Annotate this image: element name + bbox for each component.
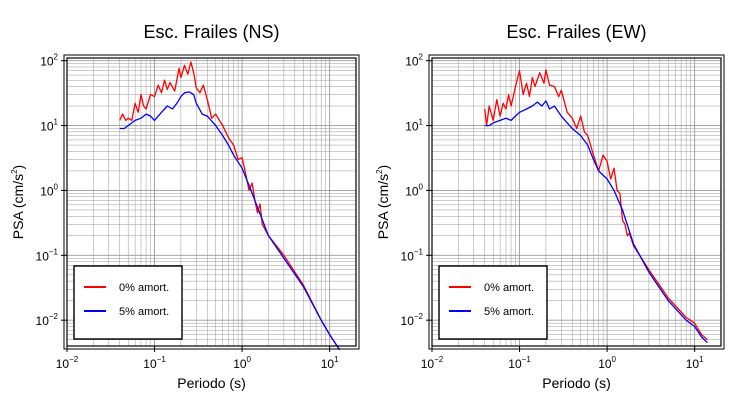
- x-axis-label: Periodo (s): [177, 375, 245, 391]
- x-tick-base: 10: [321, 357, 335, 371]
- x-tick-base: 10: [508, 357, 522, 371]
- legend-box: [438, 265, 548, 340]
- x-tick-label: 10−2: [421, 355, 444, 371]
- x-tick-exp: 0: [612, 355, 617, 364]
- y-tick-exp: 2: [419, 53, 424, 62]
- y-tick-base: 10: [405, 55, 419, 69]
- x-tick-base: 10: [56, 357, 70, 371]
- y-tick-base: 10: [405, 184, 419, 198]
- y-tick-base: 10: [401, 314, 415, 328]
- chart-title: Esc. Frailes (NS): [143, 22, 279, 42]
- series-line-1: [119, 91, 341, 351]
- legend-label-1: 5% amort.: [484, 306, 534, 318]
- legend-label-0: 0% amort.: [484, 282, 534, 294]
- plot-frame: [431, 57, 722, 347]
- y-label-end: ): [375, 165, 391, 170]
- plot-frame: [66, 57, 357, 347]
- x-tick-label: 100: [233, 355, 251, 371]
- x-tick-base: 10: [143, 357, 157, 371]
- y-tick-exp: 1: [419, 118, 424, 127]
- y-label-base: PSA (cm/s: [375, 174, 391, 239]
- chart-title: Esc. Frailes (EW): [506, 22, 646, 42]
- legend: 0% amort. 5% amort.: [438, 265, 548, 340]
- x-tick-label: 101: [686, 355, 704, 371]
- y-tick-label: 102: [405, 53, 423, 69]
- x-tick-exp: 1: [699, 355, 704, 364]
- plot-frame-outer: [428, 54, 725, 350]
- y-tick-label: 10−1: [401, 247, 424, 263]
- x-tick-base: 10: [598, 357, 612, 371]
- x-tick-exp: 1: [334, 355, 339, 364]
- series-line-0: [119, 61, 341, 351]
- y-tick-base: 10: [40, 120, 54, 134]
- y-label-sup: 2: [10, 169, 19, 174]
- x-tick-label: 100: [598, 355, 616, 371]
- y-tick-exp: −2: [414, 312, 424, 321]
- y-tick-exp: −2: [49, 312, 59, 321]
- plot-frame-outer: [63, 54, 360, 350]
- y-tick-base: 10: [405, 120, 419, 134]
- x-tick-exp: −1: [157, 355, 167, 364]
- x-tick-exp: −2: [69, 355, 79, 364]
- y-tick-base: 10: [401, 249, 415, 263]
- y-tick-label: 102: [40, 53, 58, 69]
- legend-label-0: 0% amort.: [119, 282, 169, 294]
- x-tick-base: 10: [421, 357, 435, 371]
- y-tick-exp: 1: [54, 118, 59, 127]
- legend: 0% amort. 5% amort.: [73, 265, 183, 340]
- series-line-1: [484, 100, 708, 344]
- y-tick-label: 10−2: [36, 312, 59, 328]
- x-tick-label: 101: [321, 355, 339, 371]
- y-tick-label: 100: [40, 182, 58, 198]
- x-tick-exp: −2: [434, 355, 444, 364]
- y-tick-base: 10: [40, 184, 54, 198]
- x-tick-label: 10−2: [56, 355, 79, 371]
- x-tick-label: 10−1: [143, 355, 166, 371]
- y-tick-label: 101: [40, 118, 58, 134]
- y-axis-label: PSA (cm/s2): [10, 165, 26, 239]
- y-axis-label: PSA (cm/s2): [375, 165, 391, 239]
- y-tick-label: 10−2: [401, 312, 424, 328]
- x-tick-base: 10: [233, 357, 247, 371]
- y-tick-base: 10: [40, 55, 54, 69]
- y-tick-base: 10: [36, 314, 50, 328]
- y-tick-label: 10−1: [36, 247, 59, 263]
- series-line-0: [484, 69, 708, 341]
- y-tick-exp: −1: [414, 247, 424, 256]
- y-tick-base: 10: [36, 249, 50, 263]
- x-tick-base: 10: [686, 357, 700, 371]
- y-tick-exp: −1: [49, 247, 59, 256]
- x-axis-label: Periodo (s): [542, 375, 610, 391]
- y-tick-exp: 0: [419, 182, 424, 191]
- y-label-sup: 2: [375, 169, 384, 174]
- y-tick-exp: 0: [54, 182, 59, 191]
- y-tick-exp: 2: [54, 53, 59, 62]
- y-label-base: PSA (cm/s: [10, 174, 26, 239]
- x-tick-label: 10−1: [508, 355, 531, 371]
- x-tick-exp: 0: [247, 355, 252, 364]
- y-tick-label: 101: [405, 118, 423, 134]
- y-label-end: ): [10, 165, 26, 170]
- legend-label-1: 5% amort.: [119, 306, 169, 318]
- y-tick-label: 100: [405, 182, 423, 198]
- legend-box: [73, 265, 183, 340]
- x-tick-exp: −1: [522, 355, 532, 364]
